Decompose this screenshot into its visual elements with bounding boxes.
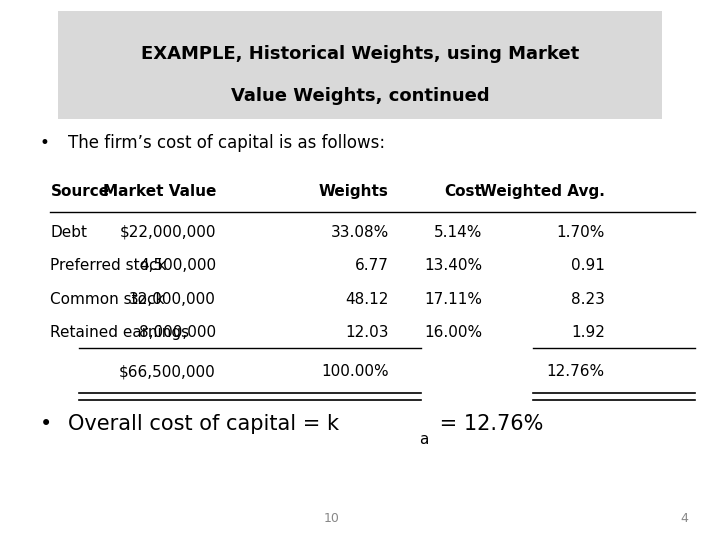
Text: Market Value: Market Value [103, 184, 216, 199]
Text: 16.00%: 16.00% [424, 325, 482, 340]
Text: 4: 4 [680, 512, 688, 525]
Text: 13.40%: 13.40% [424, 258, 482, 273]
Text: 8.23: 8.23 [571, 292, 605, 307]
Text: 12.76%: 12.76% [546, 364, 605, 379]
Text: 8,000,000: 8,000,000 [139, 325, 216, 340]
Text: •: • [40, 414, 52, 434]
Text: 10: 10 [323, 512, 339, 525]
Text: = 12.76%: = 12.76% [433, 414, 544, 434]
Text: •: • [40, 134, 50, 152]
Text: a: a [420, 431, 429, 447]
Text: 5.14%: 5.14% [434, 225, 482, 240]
Text: 12.03: 12.03 [346, 325, 389, 340]
Text: EXAMPLE, Historical Weights, using Market: EXAMPLE, Historical Weights, using Marke… [141, 45, 579, 63]
Text: 32,000,000: 32,000,000 [129, 292, 216, 307]
FancyBboxPatch shape [58, 11, 662, 119]
Text: 33.08%: 33.08% [330, 225, 389, 240]
Text: Weights: Weights [319, 184, 389, 199]
Text: 4,500,000: 4,500,000 [139, 258, 216, 273]
Text: Weighted Avg.: Weighted Avg. [480, 184, 605, 199]
Text: Retained earnings: Retained earnings [50, 325, 189, 340]
Text: 1.92: 1.92 [571, 325, 605, 340]
Text: The firm’s cost of capital is as follows:: The firm’s cost of capital is as follows… [68, 134, 385, 152]
Text: $66,500,000: $66,500,000 [120, 364, 216, 379]
Text: 6.77: 6.77 [355, 258, 389, 273]
Text: 17.11%: 17.11% [424, 292, 482, 307]
Text: 100.00%: 100.00% [321, 364, 389, 379]
Text: 48.12: 48.12 [346, 292, 389, 307]
Text: Source: Source [50, 184, 109, 199]
Text: Value Weights, continued: Value Weights, continued [230, 87, 490, 105]
Text: $22,000,000: $22,000,000 [120, 225, 216, 240]
Text: Preferred stock: Preferred stock [50, 258, 167, 273]
Text: Debt: Debt [50, 225, 87, 240]
Text: 1.70%: 1.70% [557, 225, 605, 240]
Text: 0.91: 0.91 [571, 258, 605, 273]
Text: Cost: Cost [444, 184, 482, 199]
Text: Overall cost of capital = k: Overall cost of capital = k [68, 414, 339, 434]
Text: Common stock: Common stock [50, 292, 165, 307]
